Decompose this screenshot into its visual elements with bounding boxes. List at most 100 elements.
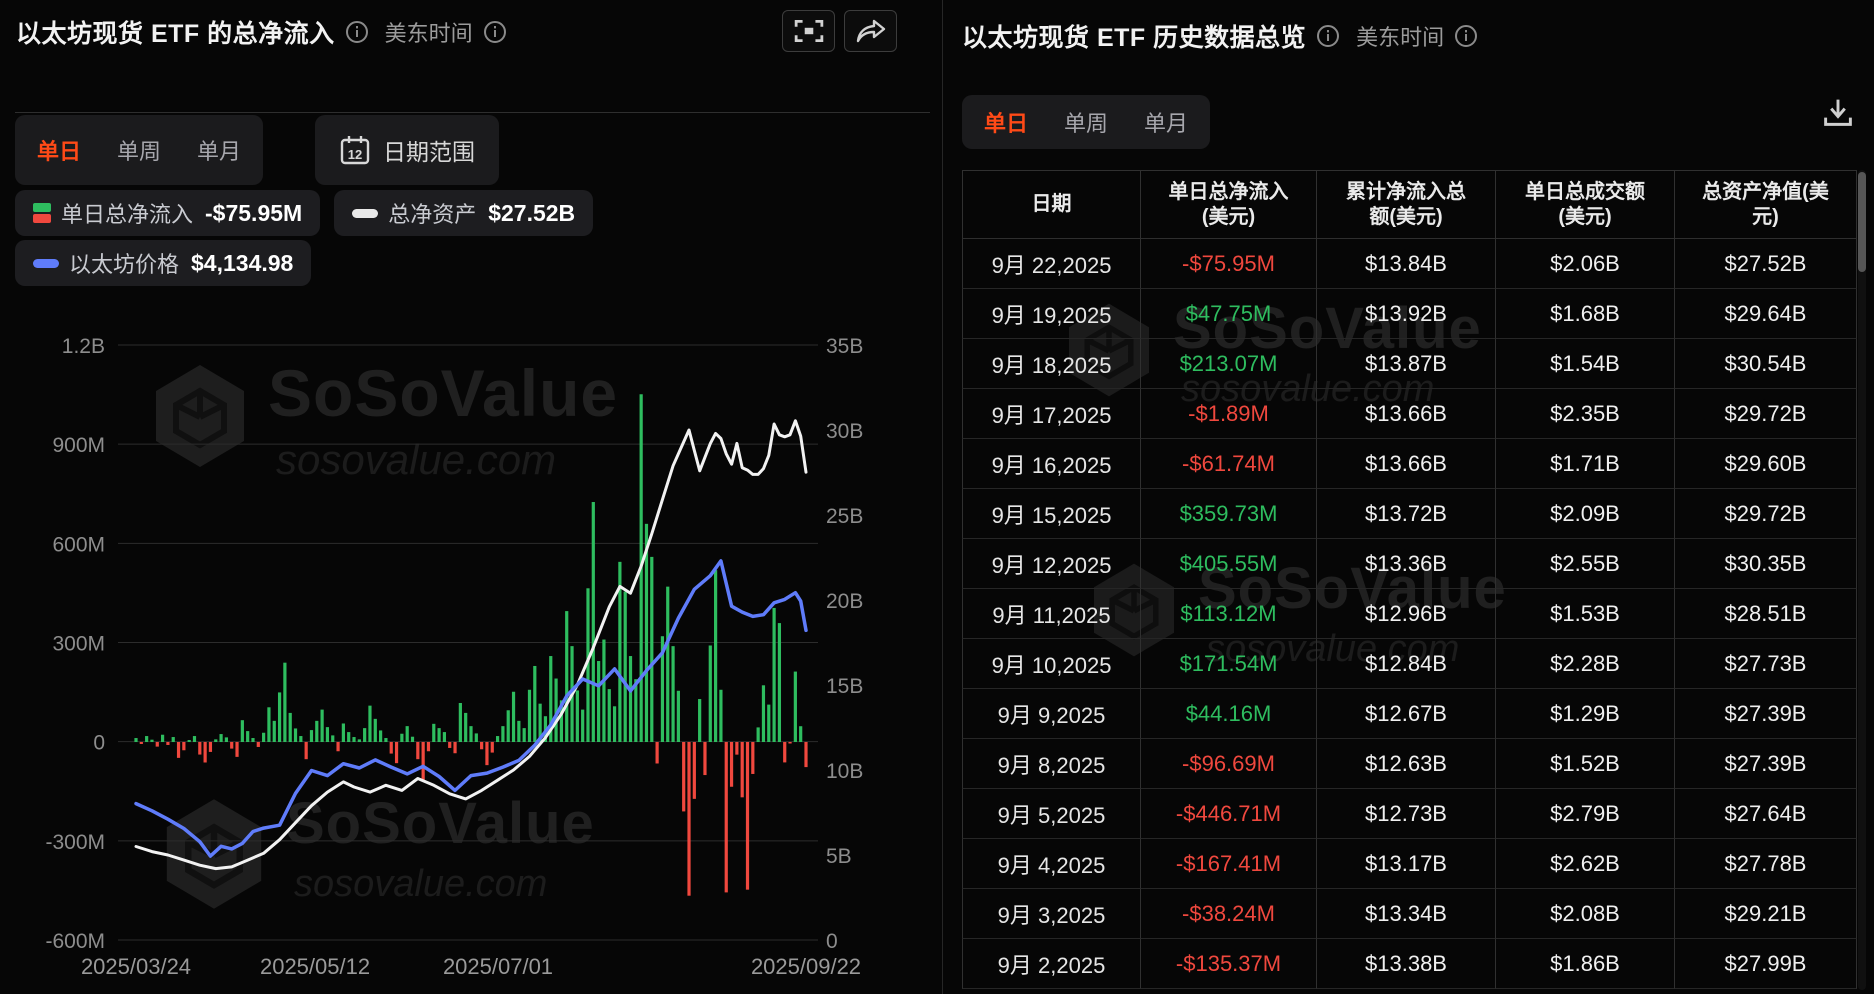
y-right-tick-label: 5B (826, 845, 852, 868)
cell-date: 9月 19,2025 (962, 289, 1141, 339)
tab-monthly[interactable]: 单月 (197, 139, 242, 164)
tab-weekly[interactable]: 单周 (1064, 111, 1109, 136)
cell-cumulative-inflow: $13.72B (1317, 489, 1496, 539)
tab-monthly[interactable]: 单月 (1144, 111, 1189, 136)
cell-daily-net-inflow: $213.07M (1141, 339, 1317, 389)
y-left-tick-label: 600M (52, 533, 105, 556)
cell-cumulative-inflow: $13.36B (1317, 539, 1496, 589)
info-icon[interactable] (345, 20, 369, 44)
cell-total-net-assets: $29.60B (1675, 439, 1857, 489)
cell-date: 9月 22,2025 (962, 239, 1141, 289)
cell-daily-net-inflow: -$61.74M (1141, 439, 1317, 489)
cell-cumulative-inflow: $13.84B (1317, 239, 1496, 289)
info-icon[interactable] (1454, 24, 1478, 48)
cell-daily-volume: $2.09B (1496, 489, 1675, 539)
net-inflow-combo-chart[interactable]: 1.2B 900M 600M 300M 0 -300M -600M 35B 30B 25B 20B 1… (0, 290, 943, 994)
cell-cumulative-inflow: $13.17B (1317, 839, 1496, 889)
cell-date: 9月 5,2025 (962, 789, 1141, 839)
cell-total-net-assets: $30.35B (1675, 539, 1857, 589)
cell-cumulative-inflow: $12.73B (1317, 789, 1496, 839)
cell-cumulative-inflow: $13.66B (1317, 439, 1496, 489)
cell-daily-volume: $1.86B (1496, 939, 1675, 989)
date-range-button[interactable]: 12 日期范围 (315, 115, 499, 185)
scrollbar-thumb[interactable] (1858, 172, 1866, 272)
tab-daily[interactable]: 单日 (984, 111, 1029, 136)
y-right-tick-label: 35B (826, 335, 863, 358)
info-icon[interactable] (483, 20, 507, 44)
legend-value: $4,134.98 (191, 249, 294, 276)
cell-total-net-assets: $29.72B (1675, 489, 1857, 539)
table-scrollbar[interactable] (1858, 170, 1866, 990)
cell-daily-net-inflow: -$1.89M (1141, 389, 1317, 439)
legend-net-inflow[interactable]: 单日总净流入 -$75.95M (15, 190, 321, 236)
column-header: 单日总成交额 (美元) (1496, 171, 1675, 239)
download-button[interactable] (1815, 90, 1861, 134)
info-icon[interactable] (1316, 24, 1340, 48)
cell-cumulative-inflow: $13.92B (1317, 289, 1496, 339)
fullscreen-icon (794, 19, 823, 43)
cell-total-net-assets: $27.78B (1675, 839, 1857, 889)
cell-date: 9月 10,2025 (962, 639, 1141, 689)
cell-daily-volume: $2.35B (1496, 389, 1675, 439)
cell-total-net-assets: $27.64B (1675, 789, 1857, 839)
date-range-label: 日期范围 (383, 139, 475, 165)
cell-date: 9月 9,2025 (962, 689, 1141, 739)
right-panel-header: 以太坊现货 ETF 历史数据总览 美东时间 (962, 18, 1478, 54)
net-assets-line (134, 419, 808, 871)
cell-total-net-assets: $28.51B (1675, 589, 1857, 639)
period-tabs: 单日 单周 单月 (962, 95, 1211, 149)
cell-total-net-assets: $27.39B (1675, 739, 1857, 789)
column-header: 累计净流入总 额(美元) (1317, 171, 1496, 239)
cell-total-net-assets: $27.52B (1675, 239, 1857, 289)
fullscreen-button[interactable] (782, 10, 835, 52)
cell-cumulative-inflow: $12.63B (1317, 739, 1496, 789)
history-table-panel: 以太坊现货 ETF 历史数据总览 美东时间 单日 单周 单月 SoSoValue… (943, 0, 1874, 994)
cell-date: 9月 4,2025 (962, 839, 1141, 889)
cell-date: 9月 2,2025 (962, 939, 1141, 989)
y-left-tick-label: -600M (45, 930, 105, 953)
cell-date: 9月 17,2025 (962, 389, 1141, 439)
legend-row: 以太坊价格 $4,134.98 (15, 240, 312, 286)
timezone-label: 美东时间 (384, 21, 473, 46)
timezone-label: 美东时间 (1356, 25, 1445, 50)
cell-daily-net-inflow: -$167.41M (1141, 839, 1317, 889)
share-button[interactable] (844, 10, 897, 52)
legend-net-assets[interactable]: 总净资产 $27.52B (334, 190, 594, 236)
column-header: 总资产净值(美 元) (1675, 171, 1857, 239)
y-left-tick-label: 1.2B (62, 335, 105, 358)
cell-daily-volume: $1.29B (1496, 689, 1675, 739)
bar-legend-icon (33, 203, 51, 223)
cell-daily-net-inflow: -$75.95M (1141, 239, 1317, 289)
net-inflow-chart-panel: 以太坊现货 ETF 的总净流入 美东时间 单日 单周 单月 (0, 10, 943, 994)
cell-date: 9月 12,2025 (962, 539, 1141, 589)
share-icon (856, 19, 885, 43)
table-title: 以太坊现货 ETF 历史数据总览 (962, 24, 1307, 52)
y-right-tick-label: 20B (826, 590, 863, 613)
cell-total-net-assets: $29.64B (1675, 289, 1857, 339)
legend-eth-price[interactable]: 以太坊价格 $4,134.98 (15, 240, 312, 286)
tab-daily[interactable]: 单日 (37, 139, 82, 164)
y-right-tick-label: 25B (826, 505, 863, 528)
panel-divider (942, 0, 943, 994)
cell-date: 9月 8,2025 (962, 739, 1141, 789)
cell-daily-volume: $1.52B (1496, 739, 1675, 789)
cell-daily-net-inflow: $113.12M (1141, 589, 1317, 639)
legend-label: 总净资产 (388, 202, 477, 227)
header-divider (15, 112, 930, 113)
cell-daily-volume: $2.55B (1496, 539, 1675, 589)
cell-daily-net-inflow: -$38.24M (1141, 889, 1317, 939)
x-tick-label: 2025/05/12 (260, 954, 370, 979)
tab-weekly[interactable]: 单周 (117, 139, 162, 164)
bars-series (134, 394, 808, 896)
legend-label: 单日总净流入 (61, 202, 194, 227)
cell-daily-volume: $1.68B (1496, 289, 1675, 339)
x-tick-label: 2025/07/01 (443, 954, 553, 979)
x-tick-label: 2025/03/24 (81, 954, 191, 979)
cell-daily-net-inflow: -$96.69M (1141, 739, 1317, 789)
y-right-tick-label: 30B (826, 420, 863, 443)
cell-daily-volume: $1.71B (1496, 439, 1675, 489)
white-dash-icon (352, 208, 379, 218)
cell-total-net-assets: $27.39B (1675, 689, 1857, 739)
x-tick-label: 2025/09/22 (751, 954, 861, 979)
cell-cumulative-inflow: $13.34B (1317, 889, 1496, 939)
